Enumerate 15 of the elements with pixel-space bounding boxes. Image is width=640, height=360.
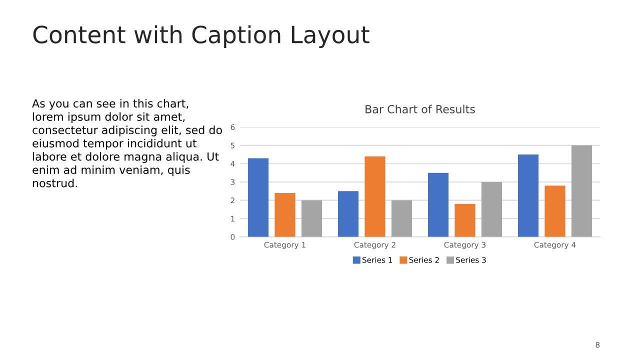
bar <box>364 156 386 237</box>
bar <box>428 172 449 237</box>
bar <box>338 191 359 237</box>
bar <box>301 200 322 237</box>
bar <box>481 182 502 237</box>
bar <box>274 192 296 237</box>
bar <box>518 154 539 237</box>
bar <box>571 145 592 237</box>
bar <box>544 186 566 237</box>
bar <box>454 204 476 237</box>
bar <box>391 200 412 237</box>
chart-title: Bar Chart of Results <box>366 104 475 114</box>
text: Content with Caption Layout <box>33 25 370 48</box>
text: As you can see in this chart, lorem ipsum dolor sit amet, consectetur adipiscing elit, sed do eiusmod tempor incididunt ut labore et dolore magna aliqua. Ut enim ad minim veniam, quis nostrud. <box>32 99 222 188</box>
bar <box>248 158 269 237</box>
